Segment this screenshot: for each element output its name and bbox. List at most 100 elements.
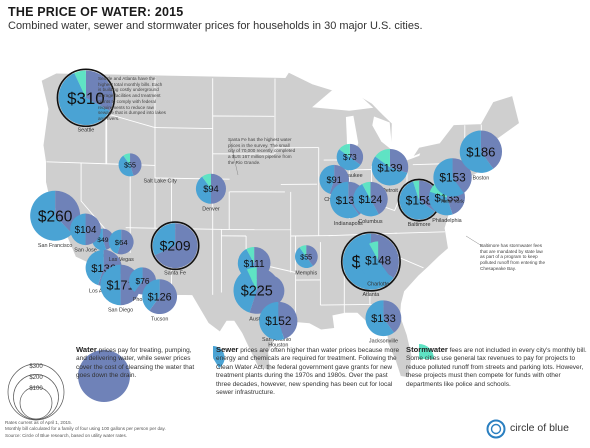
indianapolis-label: Indianapolis [334,221,363,227]
seattle-highlight-ring [56,68,116,128]
los-angeles-sewer-slice [85,249,104,286]
city-bubble-milwaukee: $73 Milwaukee [336,143,364,179]
ft-worth-price: $111 [244,259,265,270]
memphis-label: Memphis [295,271,317,277]
charlotte-label: Charlotte [367,282,389,288]
water-text: prices pay for treating, pumping, and de… [76,347,195,380]
milwaukee-stormwater-slice [339,143,350,158]
milwaukee-price: $73 [343,153,357,162]
san-diego-price: $171 [107,278,135,292]
salt-lake-city-price: $55 [124,161,136,169]
page-subtitle: Combined water, sewer and stormwater pri… [8,20,423,32]
san-diego-label: San Diego [108,308,133,314]
milwaukee-water-slice [349,143,364,165]
state-border-11 [106,113,156,129]
state-border-10 [154,127,213,130]
las-vegas-sewer-slice [108,229,122,254]
lake-0 [312,80,374,111]
stormwater-text: fees are not included in every city's mo… [406,347,587,388]
memphis-price: $55 [300,253,312,261]
seattle-label: Seattle [78,128,95,134]
city-bubble-san-francisco: $260 San Francisco [30,190,81,249]
city-bubble-tucson: $126 Tucson [142,279,178,323]
austin-stormwater-slice [246,267,257,291]
phoenix-sewer-slice [129,267,143,292]
seattle-sewer-slice [58,73,110,126]
seattle-price: $310 [67,89,105,108]
city-bubble-detroit: $139 Detroit [371,148,409,194]
baltimore-label: Baltimore [408,222,431,228]
santa-fe-note: Santa Fe has the highest water prices in… [228,137,296,165]
tucson-price: $126 [148,292,172,304]
chicago-sewer-slice [319,164,335,194]
houston-water-slice [278,301,298,340]
page-title: THE PRICE OF WATER: 2015 [8,5,184,19]
seattle-atlanta-note: Seattle and Atlanta have the highest tot… [98,76,166,121]
jacksonville-label: Jacksonville [369,339,398,345]
water-sewer-symbol [78,350,130,402]
baltimore-stormwater-slice [413,180,420,201]
boston-label: Boston [472,175,489,181]
legend-circle-100 [19,386,53,420]
salt-lake-city-stormwater-slice [123,153,131,165]
houston-label: Houston [268,343,288,349]
detroit-price: $139 [377,162,402,174]
detroit-label: Detroit [382,188,398,194]
salt-lake-city-label: Salt Lake City [144,178,178,184]
santa-fe-water-slice [154,223,198,269]
detroit-water-slice [389,148,409,173]
san-jose-label: San Jose [74,248,96,254]
jacksonville-sewer-slice [365,300,394,337]
philadelphia-sewer-slice [428,191,453,216]
state-border-36 [394,231,445,234]
charlotte-sewer-slice [359,243,390,280]
san-francisco-label: San Francisco [38,243,72,249]
seattle-water-slice [85,70,114,111]
tucson-label: Tucson [151,317,168,323]
city-bubble-santa-fe: $209 Santa Fe [150,221,200,277]
atlanta-highlight-ring [340,231,401,292]
san-jose-water-slice [85,213,101,246]
denver-price: $94 [203,184,219,194]
lake-2 [372,116,393,151]
footnote-rates: Rates current as of April 1, 2015. [5,420,72,425]
san-francisco-sewer-slice [30,190,73,241]
charlotte-water-slice [378,241,398,276]
austin-label: Austin [249,316,264,322]
austin-price: $225 [241,284,273,300]
city-bubble-seattle: $310 Seattle [56,68,116,134]
callout-lines [229,139,483,247]
state-border-35 [328,232,398,237]
city-bubble-jacksonville: $133 Jacksonville [365,300,402,345]
san-francisco-price: $260 [38,208,73,225]
tucson-water-slice [149,279,178,315]
columbus-stormwater-slice [362,181,371,200]
city-bubble-memphis: $55 Memphis [295,245,318,277]
memphis-water-slice [306,245,318,267]
city-bubble-san-diego: $171 San Diego [100,264,141,314]
santa-fe-price: $209 [160,238,191,254]
sewer-symbol [213,346,225,368]
city-bubble-columbus: $124 Columbus [353,181,388,225]
memphis-sewer-slice [295,247,313,268]
legend-label-100: $100 [29,386,43,392]
memphis-stormwater-slice [299,245,307,257]
legend-circle-300 [7,363,65,421]
city-bubble-charlotte: $148 Charlotte [359,241,398,288]
legend-label-300: $300 [29,364,43,370]
columbus-sewer-slice [353,183,379,217]
baltimore-price: $158 [406,193,433,207]
city-bubble-denver: $94 Denver [195,173,226,212]
footnote-source: Source: Circle of Blue research, based o… [5,432,128,438]
baltimore-callout-line [465,235,483,247]
columbus-label: Columbus [358,219,383,225]
baltimore-note: Baltimore has stormwater fees that are m… [480,243,546,271]
new-york-label: New York [441,199,464,205]
austin-sewer-slice [233,269,257,313]
city-bubble-boston: $186 Boston [459,130,503,181]
legend-circle-200 [13,374,59,420]
city-bubble-san-jose: $104 San Jose [70,213,101,254]
ft-worth-stormwater-slice [246,246,255,264]
san-jose-sewer-slice [70,213,86,246]
